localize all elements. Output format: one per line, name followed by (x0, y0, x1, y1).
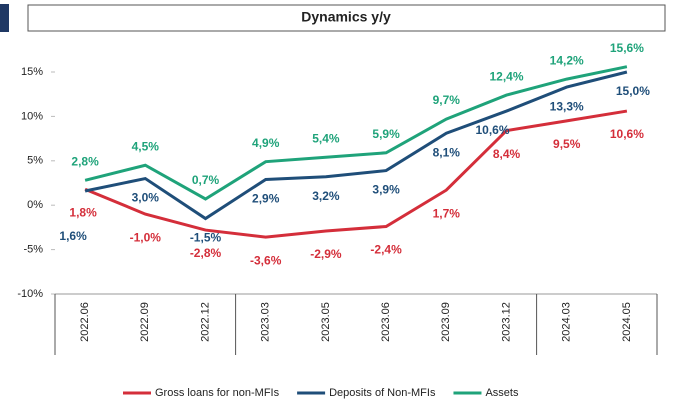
data-label: 8,4% (493, 147, 521, 161)
data-label: 8,1% (433, 145, 461, 159)
x-tick-label: 2024.03 (561, 302, 573, 342)
data-label: 3,0% (132, 191, 160, 205)
data-label: 2,8% (71, 155, 99, 169)
y-tick-label: 10% (21, 110, 43, 122)
data-label: -1,0% (130, 230, 162, 244)
x-tick-label: 2023.05 (320, 302, 332, 342)
legend-label: Gross loans for non-MFIs (155, 387, 280, 399)
data-label: 4,5% (132, 139, 160, 153)
x-tick-label: 2022.06 (79, 302, 91, 342)
x-tick-label: 2022.12 (199, 302, 211, 342)
series-line (84, 109, 628, 239)
data-label: 9,7% (433, 93, 461, 107)
data-label: 1,8% (69, 205, 97, 219)
title-box (27, 4, 666, 32)
x-tick-label: 2023.03 (260, 302, 272, 342)
side-tab (0, 4, 9, 32)
data-label: 14,2% (550, 53, 584, 67)
data-label: 3,9% (372, 183, 400, 197)
x-tick-label: 2024.05 (621, 302, 633, 342)
x-tick-label: 2023.12 (500, 302, 512, 342)
data-label: 13,3% (550, 99, 584, 113)
data-label: 4,9% (252, 136, 280, 150)
x-tick-label: 2022.09 (139, 302, 151, 342)
data-label: -2,8% (190, 246, 222, 260)
data-label: 0,7% (192, 173, 220, 187)
series-line (84, 65, 628, 201)
legend-label: Assets (485, 387, 519, 399)
y-tick-label: 5% (27, 155, 43, 167)
data-label: -2,4% (370, 243, 402, 257)
data-label: 15,6% (610, 41, 644, 55)
series-line (84, 70, 628, 221)
data-label: 2,9% (252, 192, 280, 206)
legend-label: Deposits of Non-MFIs (329, 387, 436, 399)
data-label: 1,6% (59, 229, 87, 243)
y-tick-label: -10% (17, 288, 43, 300)
data-label: 15,0% (616, 84, 650, 98)
data-label: 5,4% (312, 131, 340, 145)
data-label: 10,6% (475, 123, 509, 137)
data-label: 12,4% (489, 69, 523, 83)
y-tick-label: 15% (21, 66, 43, 78)
data-label: 10,6% (610, 127, 644, 141)
chart-title: Dynamics y/y (301, 9, 391, 25)
data-label: 3,2% (312, 189, 340, 203)
x-tick-label: 2023.09 (440, 302, 452, 342)
data-label: -1,5% (190, 231, 222, 245)
y-tick-label: -5% (23, 244, 43, 256)
data-label: 5,9% (372, 127, 400, 141)
data-label: -3,6% (250, 253, 282, 267)
data-label: 1,7% (433, 206, 461, 220)
y-tick-label: 0% (27, 199, 43, 211)
data-label: 9,5% (553, 137, 581, 151)
x-tick-label: 2023.06 (380, 302, 392, 342)
data-label: -2,9% (310, 247, 342, 261)
